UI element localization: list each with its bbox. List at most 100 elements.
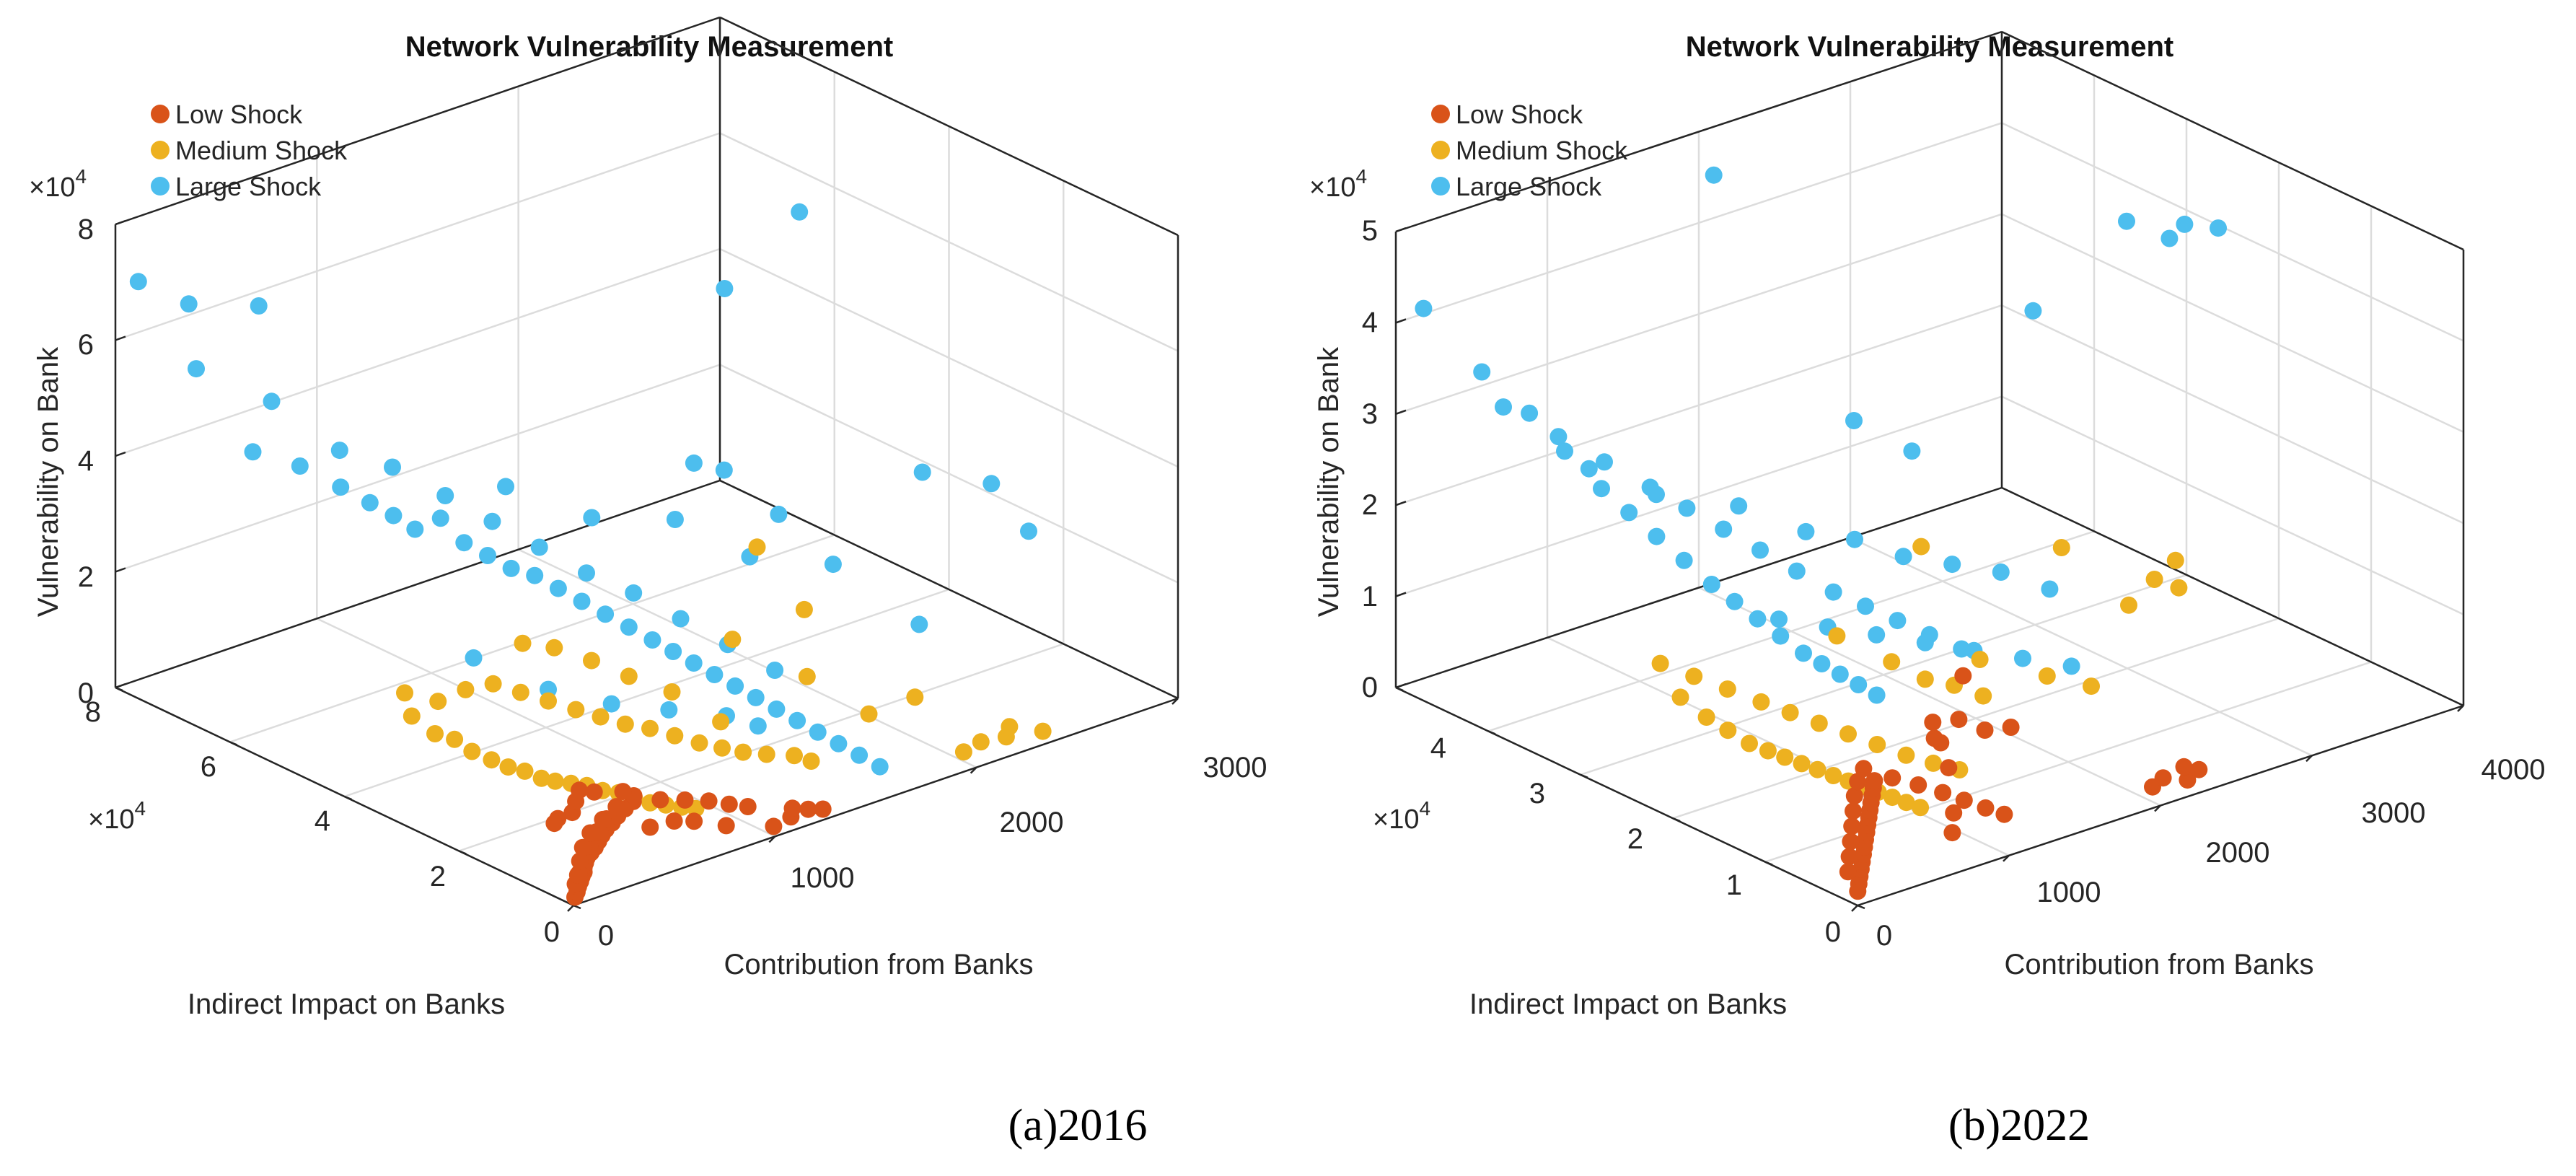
z-tick-mark [1395,592,1407,597]
point-large-shock [1596,453,1613,471]
point-large-shock [788,711,806,729]
panel-a-legend: Low Shock Medium Shock Large Shock [151,100,348,201]
point-large-shock [2014,649,2031,667]
point-large-shock [1726,592,1744,610]
point-low-shock [765,817,783,835]
point-medium-shock [1897,794,1915,812]
point-large-shock [573,592,591,610]
point-large-shock [530,538,548,556]
point-low-shock [607,798,625,816]
point-medium-shock [1912,537,1930,556]
point-large-shock [250,297,268,315]
point-medium-shock [1718,680,1736,698]
point-large-shock [716,280,734,297]
y-tick-mark [1857,904,1865,910]
panel-a-ytick-label: 6 [201,751,216,783]
panel-b-y-ticks: 0 1 2 3 4 [1430,732,1841,948]
point-low-shock [676,791,694,809]
point-low-shock [571,781,588,799]
grid-line [719,364,1179,584]
legend-label-low-shock: Low Shock [1456,100,1583,129]
point-medium-shock [484,675,502,693]
panel-a-caption: (a)2016 [1008,1101,1148,1150]
legend-marker-medium-shock [151,141,170,159]
point-large-shock [2210,219,2227,237]
point-low-shock [1883,769,1902,787]
point-medium-shock [2166,551,2184,569]
panel-b-z-ticks: 0 1 2 3 4 5 [1362,215,1378,703]
legend-marker-low-shock [151,105,170,123]
point-medium-shock [1741,734,1758,752]
point-large-shock [1868,686,1886,704]
grid-line [2001,213,2464,433]
box-edge [115,479,721,689]
panel-b-ytick-label: 4 [1430,732,1446,764]
point-medium-shock [592,708,610,726]
point-medium-shock [516,762,534,780]
point-large-shock [497,478,514,496]
panel-b-ytick-label: 0 [1825,916,1841,948]
point-medium-shock [1828,627,1846,645]
x-axis-line [573,697,1179,907]
point-low-shock [1924,714,1942,732]
point-large-shock [1556,442,1573,460]
panel-b-ylabel: Indirect Impact on Banks [1469,988,1787,1020]
z-tick-mark [115,567,126,573]
panel-a-ztick-label: 8 [78,214,94,245]
point-large-shock [406,520,424,538]
point-large-shock [910,615,928,633]
point-medium-shock [1883,789,1902,807]
point-large-shock [1845,412,1863,429]
y-tick-mark [1580,773,1588,778]
point-large-shock [1678,499,1696,517]
point-large-shock [1675,551,1693,569]
point-medium-shock [666,727,684,745]
point-low-shock [2179,771,2197,789]
point-large-shock [1715,520,1733,538]
point-large-shock [1943,556,1961,574]
point-large-shock [578,564,595,582]
point-medium-shock [2120,596,2137,614]
point-medium-shock [1034,722,1052,740]
point-large-shock [1992,563,2010,581]
y-tick-mark [573,904,581,910]
point-medium-shock [511,683,529,701]
point-large-shock [2062,657,2080,675]
point-low-shock [1995,805,2013,823]
point-large-shock [602,695,620,713]
point-large-shock [664,643,682,660]
point-medium-shock [2145,571,2163,588]
legend-marker-large-shock [151,177,170,196]
point-large-shock [597,605,615,623]
point-medium-shock [499,758,517,776]
point-medium-shock [483,751,501,769]
point-medium-shock [514,634,532,652]
point-large-shock [549,579,567,597]
point-low-shock [665,812,683,830]
panel-b: Network Vulnerability Measurement 0 1 2 … [1309,30,2545,1150]
panel-a-ytick-label: 0 [544,916,560,948]
point-medium-shock [567,701,585,719]
grid-line [719,247,1179,468]
point-medium-shock [712,713,730,731]
point-large-shock [455,534,473,552]
point-large-shock [1751,541,1769,559]
point-large-shock [483,512,501,530]
point-medium-shock [2083,677,2100,695]
point-large-shock [791,203,809,221]
panel-b-ztick-label: 1 [1362,581,1378,613]
point-medium-shock [1974,687,1992,705]
panel-a-y-exponent: ×104 [88,797,146,835]
point-medium-shock [429,693,447,711]
point-large-shock [431,509,449,527]
point-low-shock [1843,817,1861,835]
panel-a-z-exponent: ×104 [29,165,87,203]
panel-b-title: Network Vulnerability Measurement [1686,31,2173,63]
z-tick-mark [115,683,126,689]
panel-b-box [1394,30,2465,912]
point-low-shock [2002,719,2020,736]
box-edge [719,16,1179,237]
x-tick-mark [2154,804,2161,812]
point-large-shock [361,493,379,512]
point-large-shock [1770,610,1788,628]
